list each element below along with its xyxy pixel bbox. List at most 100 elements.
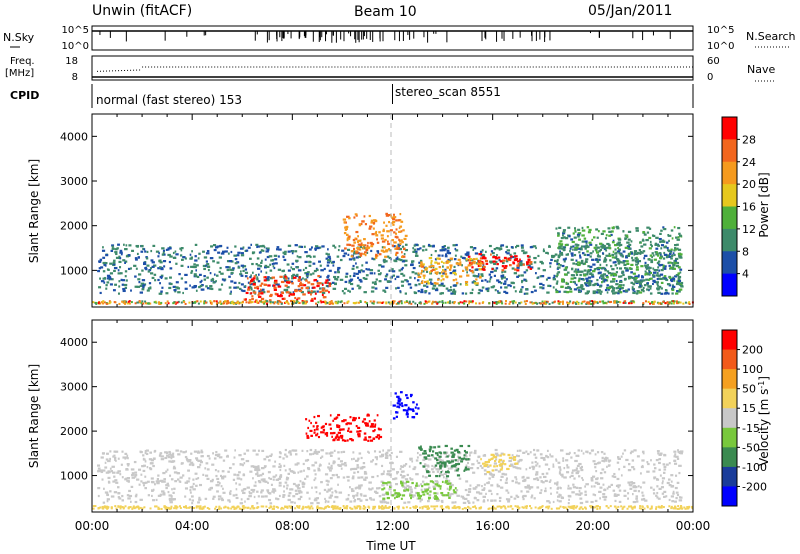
cell	[216, 477, 220, 481]
cell	[284, 453, 287, 456]
cell	[118, 255, 121, 258]
cell	[315, 490, 318, 494]
cell	[162, 253, 166, 256]
cell	[99, 258, 103, 261]
cell	[167, 302, 170, 305]
cell	[246, 497, 250, 501]
cell	[292, 291, 295, 294]
cell	[298, 245, 302, 248]
cell	[466, 271, 468, 274]
cell	[360, 484, 363, 487]
cell	[328, 467, 331, 470]
cell	[660, 302, 663, 305]
cell	[602, 244, 606, 248]
cell	[239, 270, 242, 273]
cell	[646, 231, 650, 234]
cell	[560, 236, 564, 240]
cell	[217, 495, 222, 498]
cell	[663, 275, 667, 278]
cell	[410, 496, 413, 500]
cell	[612, 226, 615, 229]
cell	[323, 267, 326, 271]
cell	[593, 506, 596, 509]
cell	[504, 507, 507, 510]
cell	[128, 300, 131, 303]
cell	[447, 470, 449, 473]
cell	[417, 407, 420, 410]
cell	[191, 499, 194, 502]
cell	[141, 300, 144, 303]
cell	[592, 460, 596, 463]
cell	[556, 267, 560, 270]
cell	[325, 257, 329, 260]
cell	[649, 287, 652, 290]
colorbar-tick: 24	[742, 156, 756, 169]
cell	[106, 498, 110, 501]
cell	[328, 291, 330, 294]
cell	[505, 260, 509, 263]
cell	[630, 263, 634, 267]
cell	[333, 438, 336, 441]
cell	[182, 474, 185, 477]
colorbar-swatch	[722, 117, 737, 140]
cell	[559, 252, 561, 255]
cell	[179, 476, 183, 479]
cell	[252, 290, 256, 293]
cell	[656, 283, 659, 286]
cell	[442, 476, 445, 479]
cell	[121, 300, 124, 303]
cell	[290, 488, 294, 491]
cell	[431, 450, 435, 453]
cell	[449, 271, 453, 275]
cell	[233, 456, 236, 459]
cell	[558, 471, 561, 474]
cell	[608, 244, 611, 247]
cell	[478, 253, 482, 256]
cell	[492, 260, 496, 263]
cell	[570, 456, 573, 459]
cell	[433, 466, 436, 469]
cell	[574, 469, 578, 472]
cell	[472, 258, 476, 261]
cell	[513, 272, 518, 275]
cell	[610, 286, 614, 289]
cell	[372, 300, 375, 303]
cell	[223, 279, 226, 282]
cell	[455, 466, 458, 470]
cell	[510, 246, 514, 249]
cell	[198, 498, 202, 501]
cell	[324, 506, 327, 509]
cell	[449, 264, 453, 267]
cell	[603, 498, 607, 501]
cell	[203, 278, 207, 281]
cell	[266, 265, 270, 269]
cell	[446, 249, 450, 252]
cell	[257, 294, 260, 297]
cell	[364, 244, 367, 247]
cell	[442, 272, 446, 275]
cell	[633, 489, 637, 492]
cell	[261, 244, 265, 248]
cell	[365, 248, 369, 252]
cell	[670, 257, 673, 260]
cell	[305, 302, 308, 305]
cell	[279, 475, 283, 478]
cell	[551, 255, 555, 259]
cell	[434, 300, 437, 303]
cell	[127, 267, 131, 271]
cell	[168, 453, 171, 456]
cell	[458, 302, 461, 305]
cell	[142, 286, 145, 289]
cell	[107, 276, 112, 279]
cell	[598, 285, 602, 288]
cell	[381, 240, 386, 243]
cell	[453, 453, 456, 456]
cell	[385, 224, 388, 227]
cell	[168, 494, 172, 497]
cell	[251, 301, 254, 304]
cell	[593, 485, 596, 488]
cell	[532, 245, 537, 248]
cell	[498, 458, 503, 462]
cell	[376, 474, 379, 478]
cell	[663, 471, 666, 474]
